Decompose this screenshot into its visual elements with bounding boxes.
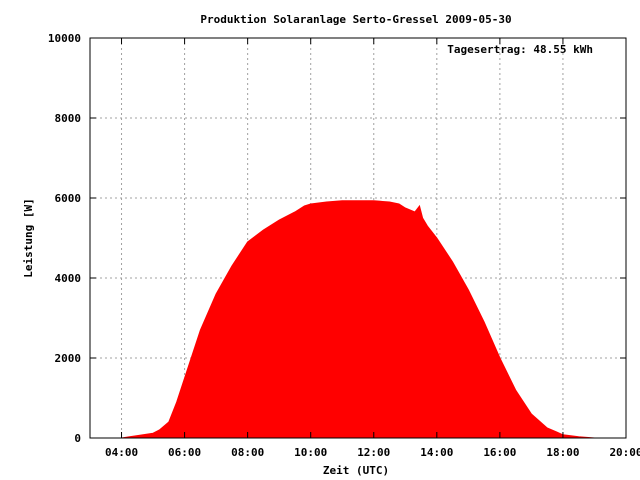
power-area: [121, 200, 595, 439]
x-tick-label: 14:00: [420, 446, 453, 459]
y-tick-label: 6000: [55, 192, 82, 205]
x-tick-label: 16:00: [483, 446, 516, 459]
x-tick-label: 06:00: [168, 446, 201, 459]
x-tick-label: 20:00: [609, 446, 640, 459]
x-tick-label: 04:00: [105, 446, 138, 459]
data-series: [121, 200, 595, 439]
plot-frame: [89, 37, 627, 439]
y-tick-label: 4000: [55, 272, 82, 285]
axis-tick-labels: 04:00 06:00 08:00 10:00 12:00 14:00 16:00 18:00…: [48, 32, 640, 459]
chart-title: Produktion Solaranlage Serto-Gressel 200…: [200, 13, 511, 26]
daily-yield-annotation: Tagesertrag: 48.55 kWh: [447, 43, 593, 56]
axis-ticks: [90, 37, 627, 439]
y-tick-label: 2000: [55, 352, 82, 365]
y-axis-label: Leistung [W]: [22, 198, 35, 277]
x-tick-label: 08:00: [231, 446, 264, 459]
y-tick-label: 10000: [48, 32, 81, 45]
x-tick-label: 12:00: [357, 446, 390, 459]
x-tick-label: 18:00: [546, 446, 579, 459]
x-tick-label: 10:00: [294, 446, 327, 459]
y-tick-label: 0: [74, 432, 81, 445]
x-axis-label: Zeit (UTC): [323, 464, 389, 477]
y-tick-label: 8000: [55, 112, 82, 125]
